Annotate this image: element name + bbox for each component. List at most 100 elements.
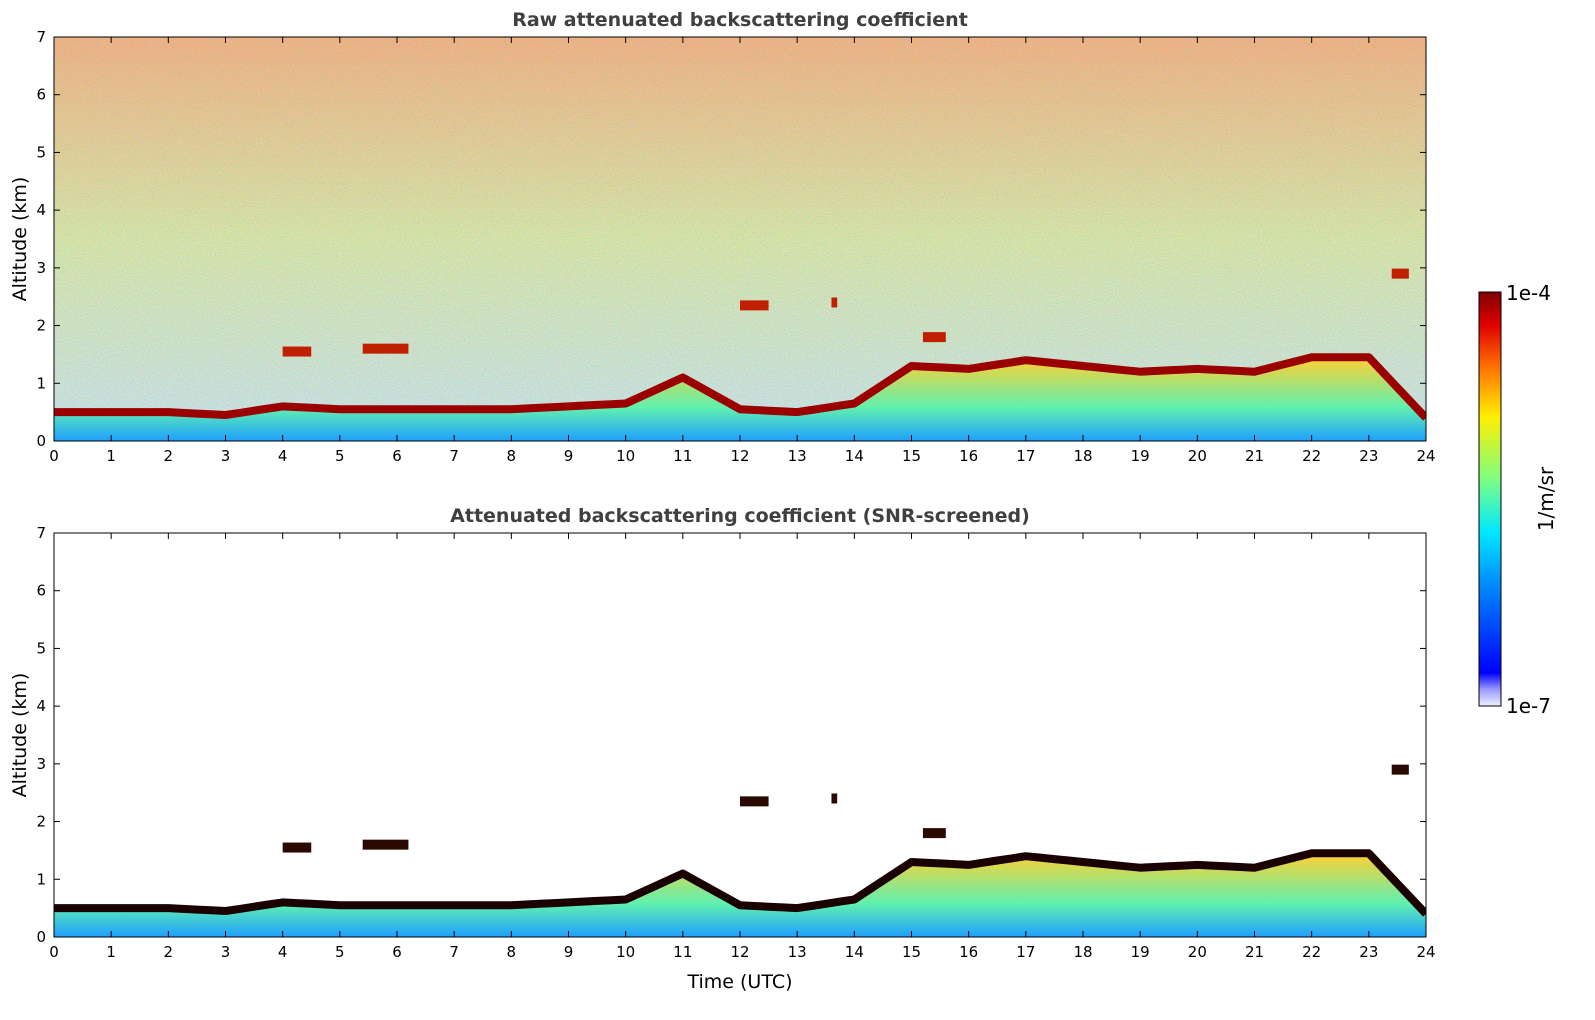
cloud-layer	[922, 332, 946, 343]
y-tick-label: 4	[36, 201, 46, 219]
x-tick-label: 3	[221, 943, 231, 961]
screened-heatmap	[54, 764, 1426, 937]
x-tick-label: 19	[1131, 943, 1150, 961]
y-tick-label: 3	[36, 259, 46, 277]
x-tick-label: 13	[788, 943, 807, 961]
x-tick-label: 12	[730, 447, 749, 465]
x-tick-label: 16	[959, 943, 978, 961]
x-tick-label: 4	[278, 943, 288, 961]
x-tick-label: 9	[564, 943, 574, 961]
x-tick-label: 10	[616, 943, 635, 961]
x-tick-label: 7	[449, 447, 459, 465]
raw-heatmap	[54, 37, 1426, 441]
x-tick-label: 17	[1016, 943, 1035, 961]
cloud-layer	[740, 300, 769, 311]
screened-y-ticks: 0 1 2 3 4 5 6 7	[36, 524, 1426, 946]
x-tick-label: 9	[564, 447, 574, 465]
colorbar-min-label: 1e-7	[1506, 694, 1551, 718]
y-tick-label: 5	[36, 639, 46, 657]
x-tick-label: 14	[845, 447, 864, 465]
colorbar: 1e-4 1e-7 1/m/sr	[1478, 281, 1558, 718]
y-tick-label: 6	[36, 86, 46, 104]
x-tick-label: 23	[1359, 447, 1378, 465]
raw-x-ticks: 0 1 2 3 4 5 6 7 8 9 10 11 12 13 14 15 16 17 18 19 20 21 22 23 24	[49, 37, 1436, 465]
x-tick-label: 1	[106, 447, 116, 465]
cloud-layer	[282, 346, 312, 357]
x-tick-label: 0	[49, 447, 59, 465]
cloud-layer	[740, 796, 769, 807]
y-tick-label: 4	[36, 697, 46, 715]
x-tick-label: 13	[788, 447, 807, 465]
raw-panel-title: Raw attenuated backscattering coefficien…	[512, 9, 968, 31]
y-tick-label: 0	[36, 928, 46, 946]
x-tick-label: 20	[1188, 447, 1207, 465]
screened-backscatter-panel: 0 1 2 3 4 5 6 7 8 9 10 11 12 13 14 15 16 17 18 19 20 21 22 23 24…	[9, 505, 1436, 993]
x-tick-label: 11	[673, 447, 692, 465]
raw-backscatter-panel: 0 1 2 3 4 5 6 7 8 9 10 11 12 13 14 15 16 17 18 19 20 21 22 23 24…	[9, 9, 1436, 465]
x-tick-label: 8	[507, 447, 517, 465]
x-tick-label: 18	[1073, 943, 1092, 961]
cloud-layer	[831, 297, 838, 308]
x-tick-label: 24	[1416, 943, 1435, 961]
x-tick-label: 0	[49, 943, 59, 961]
x-tick-label: 2	[164, 943, 174, 961]
y-tick-label: 0	[36, 432, 46, 450]
x-tick-label: 3	[221, 447, 231, 465]
x-tick-label: 22	[1302, 447, 1321, 465]
screened-x-ticks: 0 1 2 3 4 5 6 7 8 9 10 11 12 13 14 15 16 17 18 19 20 21 22 23 24	[49, 533, 1436, 961]
y-tick-label: 1	[36, 870, 46, 888]
x-tick-label: 15	[902, 943, 921, 961]
x-tick-label: 11	[673, 943, 692, 961]
y-tick-label: 7	[36, 524, 46, 542]
raw-y-axis-label: Altitude (km)	[9, 177, 31, 302]
x-tick-label: 18	[1073, 447, 1092, 465]
x-tick-label: 4	[278, 447, 288, 465]
screened-panel-title: Attenuated backscattering coefficient (S…	[450, 505, 1030, 527]
x-axis-label: Time (UTC)	[686, 971, 792, 993]
y-tick-label: 1	[36, 374, 46, 392]
screened-y-axis-label: Altitude (km)	[9, 673, 31, 798]
boundary-layer-area	[54, 357, 1426, 441]
x-tick-label: 19	[1131, 447, 1150, 465]
x-tick-label: 5	[335, 447, 345, 465]
x-tick-label: 6	[392, 943, 402, 961]
x-tick-label: 21	[1245, 447, 1264, 465]
cloud-layer	[1391, 268, 1409, 279]
x-tick-label: 7	[449, 943, 459, 961]
boundary-layer-area	[54, 853, 1426, 937]
boundary-layer-top-line	[54, 849, 1426, 917]
x-tick-label: 23	[1359, 943, 1378, 961]
x-tick-label: 22	[1302, 943, 1321, 961]
cloud-layer	[1391, 764, 1409, 775]
colorbar-gradient	[1478, 291, 1502, 707]
x-tick-label: 14	[845, 943, 864, 961]
cloud-layer	[922, 828, 946, 839]
x-tick-label: 6	[392, 447, 402, 465]
x-tick-label: 2	[164, 447, 174, 465]
cloud-layer	[362, 839, 409, 850]
colorbar-unit-label: 1/m/sr	[1534, 466, 1558, 531]
x-tick-label: 16	[959, 447, 978, 465]
cloud-layer	[282, 842, 312, 853]
y-tick-label: 3	[36, 755, 46, 773]
colorbar-max-label: 1e-4	[1506, 281, 1551, 305]
x-tick-label: 15	[902, 447, 921, 465]
x-tick-label: 8	[507, 943, 517, 961]
x-tick-label: 12	[730, 943, 749, 961]
y-tick-label: 7	[36, 28, 46, 46]
x-tick-label: 24	[1416, 447, 1435, 465]
cloud-layer	[831, 793, 838, 804]
x-tick-label: 21	[1245, 943, 1264, 961]
raw-y-ticks: 0 1 2 3 4 5 6 7	[36, 28, 1426, 450]
y-tick-label: 5	[36, 143, 46, 161]
cloud-layer	[362, 343, 409, 354]
x-tick-label: 10	[616, 447, 635, 465]
y-tick-label: 6	[36, 582, 46, 600]
x-tick-label: 20	[1188, 943, 1207, 961]
x-tick-label: 17	[1016, 447, 1035, 465]
x-tick-label: 1	[106, 943, 116, 961]
boundary-layer-top-line	[54, 353, 1426, 421]
y-tick-label: 2	[36, 813, 46, 831]
x-tick-label: 5	[335, 943, 345, 961]
